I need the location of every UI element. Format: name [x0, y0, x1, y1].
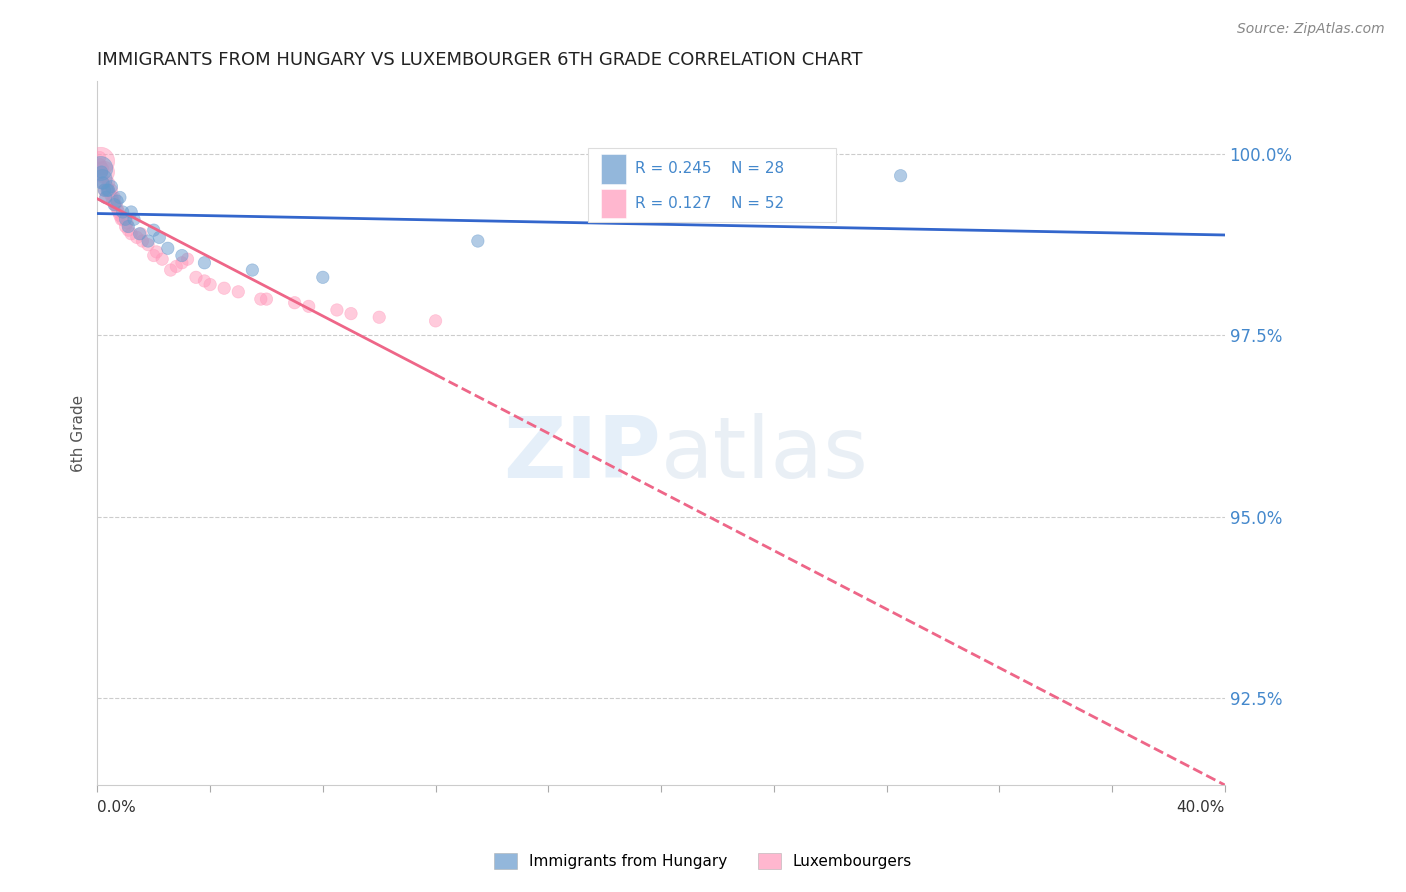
Point	[128, 227, 150, 241]
Text: R = 0.245    N = 28: R = 0.245 N = 28	[636, 161, 785, 177]
Point	[108, 209, 131, 223]
Point	[467, 234, 489, 248]
Point	[105, 194, 128, 208]
Point	[104, 198, 127, 212]
Point	[176, 252, 198, 267]
Text: 0.0%: 0.0%	[97, 800, 136, 815]
Point	[193, 274, 215, 288]
Point	[91, 176, 114, 190]
Point	[93, 165, 115, 179]
Point	[114, 212, 136, 227]
Point	[96, 183, 118, 197]
Text: Source: ZipAtlas.com: Source: ZipAtlas.com	[1237, 22, 1385, 37]
Point	[107, 205, 129, 219]
Point	[90, 165, 112, 179]
Point	[250, 292, 273, 306]
Point	[120, 205, 142, 219]
Point	[312, 270, 335, 285]
Point	[94, 190, 117, 204]
Point	[284, 295, 307, 310]
Point	[115, 216, 138, 230]
Point	[93, 183, 115, 197]
Point	[97, 176, 120, 190]
Point	[148, 230, 170, 244]
Point	[100, 183, 122, 197]
Y-axis label: 6th Grade: 6th Grade	[72, 395, 86, 472]
Point	[425, 314, 447, 328]
Point	[103, 190, 125, 204]
Point	[122, 212, 145, 227]
Point	[91, 176, 114, 190]
Point	[90, 161, 112, 176]
Point	[184, 270, 207, 285]
Text: 40.0%: 40.0%	[1177, 800, 1225, 815]
Point	[326, 303, 349, 318]
Point	[193, 256, 215, 270]
Point	[108, 190, 131, 204]
Point	[117, 223, 139, 237]
Point	[129, 227, 152, 241]
Bar	[588, 148, 835, 222]
Bar	[602, 154, 626, 184]
Point	[240, 263, 263, 277]
Point	[104, 198, 127, 212]
Point	[142, 223, 165, 237]
Point	[150, 252, 173, 267]
Point	[100, 179, 122, 194]
Point	[170, 256, 193, 270]
Bar	[602, 189, 626, 219]
Point	[89, 158, 111, 172]
Legend: Immigrants from Hungary, Luxembourgers: Immigrants from Hungary, Luxembourgers	[488, 847, 918, 875]
Text: IMMIGRANTS FROM HUNGARY VS LUXEMBOURGER 6TH GRADE CORRELATION CHART: IMMIGRANTS FROM HUNGARY VS LUXEMBOURGER …	[97, 51, 863, 69]
Point	[101, 190, 124, 204]
Point	[103, 198, 125, 212]
Point	[198, 277, 221, 292]
Point	[256, 292, 278, 306]
Point	[97, 183, 120, 197]
Point	[98, 186, 121, 201]
Point	[96, 179, 118, 194]
Point	[120, 227, 142, 241]
Point	[114, 219, 136, 234]
Text: atlas: atlas	[661, 413, 869, 496]
Text: R = 0.127    N = 52: R = 0.127 N = 52	[636, 196, 785, 211]
Text: ZIP: ZIP	[503, 413, 661, 496]
Point	[91, 172, 114, 186]
Point	[93, 183, 115, 197]
Point	[298, 299, 321, 313]
Point	[117, 219, 139, 234]
Point	[368, 310, 391, 325]
Point	[90, 169, 112, 183]
Point	[340, 307, 363, 321]
Point	[159, 263, 181, 277]
Point	[226, 285, 249, 299]
Point	[890, 169, 912, 183]
Point	[97, 183, 120, 197]
Point	[170, 248, 193, 262]
Point	[111, 205, 134, 219]
Point	[91, 161, 114, 176]
Point	[142, 248, 165, 262]
Point	[105, 202, 128, 216]
Point	[94, 190, 117, 204]
Point	[111, 212, 134, 227]
Point	[165, 260, 187, 274]
Point	[89, 151, 111, 165]
Point	[125, 230, 148, 244]
Point	[101, 194, 124, 208]
Point	[145, 244, 167, 259]
Point	[131, 234, 153, 248]
Point	[212, 281, 235, 295]
Point	[156, 241, 179, 255]
Point	[90, 154, 112, 169]
Point	[136, 234, 159, 248]
Point	[110, 212, 132, 227]
Point	[136, 237, 159, 252]
